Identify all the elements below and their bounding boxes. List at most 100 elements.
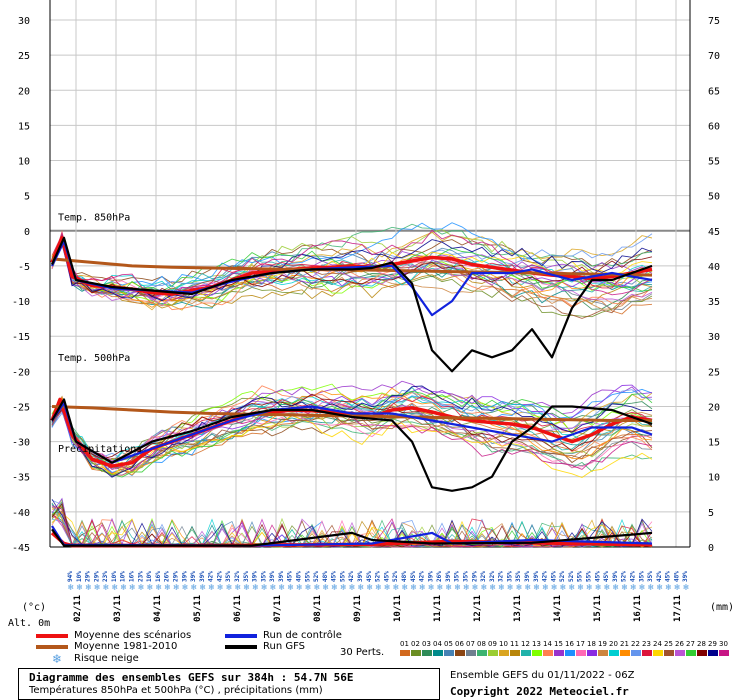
- snow-risk-pct: 39%: [445, 571, 452, 582]
- snow-risk-pct: 35%: [454, 571, 461, 582]
- pert-color-swatch: [477, 650, 487, 656]
- snow-risk-pct: 52%: [568, 571, 575, 582]
- legend-clim-swatch: [36, 645, 68, 649]
- pert-number: 11: [510, 640, 519, 648]
- snow-risk-pct: 39%: [181, 571, 188, 582]
- snow-risk-pct: 32%: [498, 571, 505, 582]
- pert-number: 19: [598, 640, 607, 648]
- snow-icon: ❄: [516, 583, 522, 593]
- pert-number: 10: [499, 640, 508, 648]
- pert-color-swatch: [444, 650, 454, 656]
- snow-risk-pct: 45%: [594, 571, 601, 582]
- snow-risk-pct: 48%: [401, 571, 408, 582]
- pert-color-swatch: [532, 650, 542, 656]
- pert-color-swatch: [554, 650, 564, 656]
- y2-tick-label: 20: [708, 402, 720, 413]
- pert-color-swatch: [565, 650, 575, 656]
- y2-tick-label: 15: [708, 438, 720, 449]
- snow-risk-pct: 29%: [85, 571, 92, 582]
- snow-risk-pct: 16%: [155, 571, 162, 582]
- snow-risk-pct: 23%: [137, 571, 144, 582]
- snow-risk-pct: 45%: [550, 571, 557, 582]
- x-tick-label: 16/11: [633, 595, 643, 622]
- snow-icon: ❄: [657, 583, 663, 593]
- perturbation-line: [51, 229, 653, 311]
- snow-risk-pct: 42%: [629, 571, 636, 582]
- pert-color-swatch: [642, 650, 652, 656]
- snow-risk-pct: 35%: [638, 571, 645, 582]
- y2-tick-label: 35: [708, 297, 720, 308]
- snow-risk-pct: 39%: [533, 571, 540, 582]
- snow-risk-pct: 32%: [489, 571, 496, 582]
- snow-risk-pct: 10%: [120, 571, 127, 582]
- snow-icon: ❄: [226, 583, 232, 593]
- snow-risk-pct: 52%: [392, 571, 399, 582]
- snow-risk-pct: 39%: [682, 571, 689, 582]
- pert-color-swatch: [466, 650, 476, 656]
- snow-icon: ❄: [455, 583, 461, 593]
- pert-number: 15: [554, 640, 563, 648]
- snow-icon: ❄: [332, 583, 338, 593]
- pert-number: 24: [653, 640, 662, 648]
- snow-icon: ❄: [481, 583, 487, 593]
- pert-number: 01: [400, 640, 409, 648]
- legend-gfs-label: Run GFS: [263, 641, 306, 652]
- snow-risk-pct: 52%: [559, 571, 566, 582]
- snow-risk-pct: 39%: [269, 571, 276, 582]
- snow-risk-pct: 48%: [296, 571, 303, 582]
- y-tick-label: 20: [18, 86, 30, 97]
- snow-icon: ❄: [613, 583, 619, 593]
- y2-tick-label: 45: [708, 227, 720, 238]
- snow-icon: ❄: [217, 583, 223, 593]
- snow-risk-pct: 26%: [164, 571, 171, 582]
- pert-number: 07: [466, 640, 475, 648]
- x-tick-label: 04/11: [153, 595, 163, 622]
- perturbation-line: [51, 385, 652, 478]
- snow-icon: ❄: [437, 583, 443, 593]
- snow-icon: ❄: [86, 583, 92, 593]
- pert-color-swatch: [587, 650, 597, 656]
- y-tick-label: -45: [12, 543, 30, 554]
- series-run-gfs-t850: [50, 236, 653, 373]
- snow-risk-pct: 45%: [287, 571, 294, 582]
- snow-icon: ❄: [683, 583, 689, 593]
- x-tick-label: 03/11: [113, 595, 123, 622]
- x-tick-label: 14/11: [553, 595, 563, 622]
- snow-icon: ❄: [244, 583, 250, 593]
- snow-risk-pct: 32%: [480, 571, 487, 582]
- snow-risk-pct: 55%: [304, 571, 311, 582]
- x-tick-label: 12/11: [473, 595, 483, 622]
- snow-risk-pct: 39%: [427, 571, 434, 582]
- snow-risk-pct: 35%: [260, 571, 267, 582]
- pert-number: 17: [576, 640, 585, 648]
- perturbation-line: [51, 223, 653, 295]
- x-tick-label: 11/11: [433, 595, 443, 622]
- snow-risk-pct: 42%: [656, 571, 663, 582]
- y-tick-label: -30: [12, 438, 30, 449]
- series-run-gfs-precip: [51, 528, 653, 547]
- snow-icon: ❄: [463, 583, 469, 593]
- snow-risk-pct: 48%: [673, 571, 680, 582]
- series-run-de-contr-le-t850: [51, 240, 653, 317]
- left-unit: (°c): [22, 602, 46, 613]
- snow-risk-pct: 35%: [647, 571, 654, 582]
- snow-icon: ❄: [384, 583, 390, 593]
- snow-icon: ❄: [138, 583, 144, 593]
- snow-icon: ❄: [630, 583, 636, 593]
- snow-icon: ❄: [472, 583, 478, 593]
- snow-risk-pct: 55%: [577, 571, 584, 582]
- legend-control-label: Run de contrôle: [263, 630, 342, 641]
- snow-risk-pct: 45%: [366, 571, 373, 582]
- y2-tick-label: 55: [708, 157, 720, 168]
- snow-icon: ❄: [648, 583, 654, 593]
- x-tick-label: 08/11: [313, 595, 323, 622]
- pert-number: 25: [664, 640, 673, 648]
- pert-color-swatch: [697, 650, 707, 656]
- x-tick-label: 10/11: [393, 595, 403, 622]
- pert-color-swatch: [598, 650, 608, 656]
- snow-risk-pct: 16%: [129, 571, 136, 582]
- altitude-label: Alt. 0m: [8, 618, 50, 629]
- pert-color-swatch: [708, 650, 718, 656]
- snow-risk-pct: 45%: [331, 571, 338, 582]
- pert-color-swatch: [411, 650, 421, 656]
